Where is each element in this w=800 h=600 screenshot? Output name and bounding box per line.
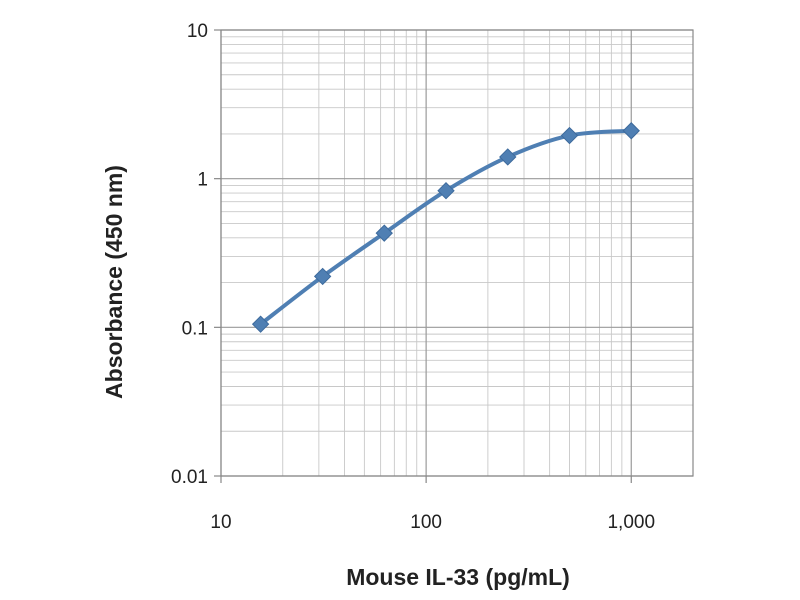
x-tick-label: 10 bbox=[210, 512, 231, 533]
grid-minor bbox=[221, 30, 694, 476]
y-tick-label: 10 bbox=[187, 21, 208, 42]
series-layer bbox=[251, 122, 640, 333]
x-axis-ticks: 10 100 1,000 bbox=[210, 476, 655, 533]
plot-area bbox=[221, 30, 693, 476]
y-axis-ticks: 0.01 0.1 1 10 bbox=[171, 21, 221, 488]
data-point-marker bbox=[560, 126, 579, 145]
x-axis-title: Mouse IL-33 (pg/mL) bbox=[346, 564, 570, 590]
y-axis-title: Absorbance (450 nm) bbox=[101, 165, 127, 399]
x-tick-label: 100 bbox=[410, 512, 442, 533]
data-point-marker bbox=[437, 181, 455, 200]
y-tick-label: 0.1 bbox=[182, 318, 208, 339]
y-tick-label: 0.01 bbox=[171, 467, 208, 488]
x-tick-label: 1,000 bbox=[607, 512, 655, 533]
y-tick-label: 1 bbox=[197, 170, 208, 191]
data-point-marker bbox=[499, 148, 517, 166]
data-point-marker bbox=[622, 122, 640, 140]
data-point-marker bbox=[313, 267, 332, 286]
data-point-marker bbox=[375, 224, 393, 242]
data-point-marker bbox=[251, 315, 270, 333]
plot-border bbox=[220, 29, 694, 477]
